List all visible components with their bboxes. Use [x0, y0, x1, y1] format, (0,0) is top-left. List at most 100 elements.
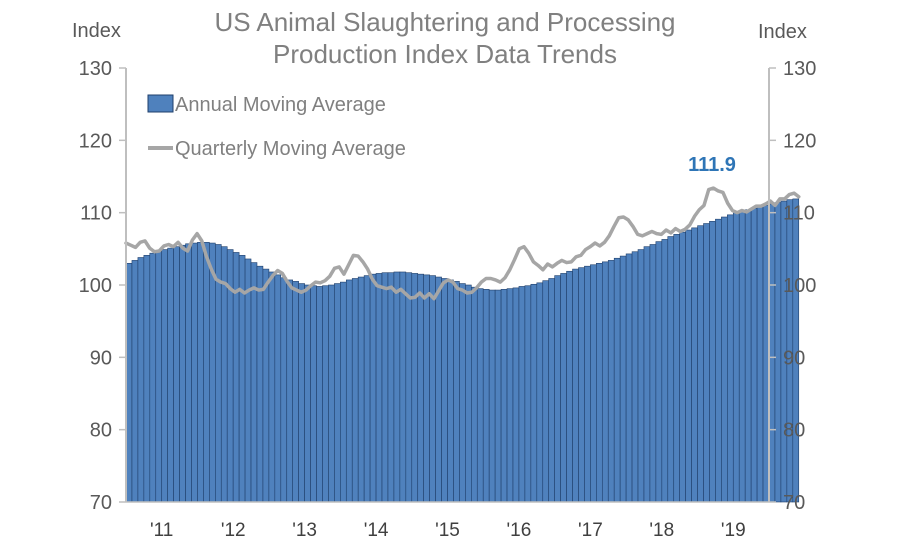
x-tick-label: '11: [150, 520, 173, 541]
bar-annual-moving-average: [548, 278, 555, 503]
x-tick-label: '14: [364, 520, 389, 541]
x-tick-label: '19: [721, 520, 746, 541]
bar-annual-moving-average: [482, 289, 490, 503]
bar-annual-moving-average: [691, 227, 698, 503]
x-tick-label: '13: [292, 520, 317, 541]
right-y-tick-label: 110: [783, 203, 815, 225]
x-tick-label: '17: [578, 520, 603, 541]
bar-annual-moving-average: [465, 284, 472, 503]
bar-annual-moving-average: [679, 231, 686, 503]
bar-annual-moving-average: [256, 265, 264, 503]
bar-annual-moving-average: [554, 275, 561, 503]
bar-annual-moving-average: [715, 218, 722, 503]
chart-title-line-2: Production Index Data Trends: [273, 39, 617, 69]
bar-annual-moving-average: [298, 283, 305, 503]
bar-annual-moving-average: [566, 270, 573, 503]
bar-annual-moving-average: [375, 273, 383, 503]
bar-annual-moving-average: [643, 246, 651, 503]
bar-annual-moving-average: [774, 202, 782, 503]
left-y-tick-label: 130: [79, 58, 112, 80]
bar-annual-moving-average: [417, 273, 424, 503]
right-y-tick-label: 120: [783, 130, 816, 152]
left-y-tick-label: 100: [79, 275, 112, 297]
bar-annual-moving-average: [703, 223, 710, 503]
bar-annual-moving-average: [441, 278, 448, 503]
bar-annual-moving-average: [369, 273, 377, 503]
latest-value-label: 111.9: [688, 154, 736, 176]
bar-annual-moving-average: [363, 275, 371, 503]
x-tick-label: '16: [507, 520, 532, 541]
bar-annual-moving-average: [661, 239, 669, 503]
bar-annual-moving-average: [744, 209, 752, 503]
legend-label-quarterly: Quarterly Moving Average: [175, 138, 406, 160]
bar-annual-moving-average: [411, 273, 419, 503]
bar-annual-moving-average: [506, 288, 514, 503]
right-y-tick-label: 80: [783, 420, 805, 442]
line-quarterly-moving-average: [124, 186, 801, 301]
bar-annual-moving-average: [334, 283, 341, 503]
bar-annual-moving-average: [173, 246, 180, 503]
right-axis-title: Index: [758, 21, 807, 43]
bar-annual-moving-average: [328, 284, 335, 503]
left-y-tick-label: 70: [90, 492, 112, 514]
bar-annual-moving-average: [572, 268, 579, 503]
bar-annual-moving-average: [631, 251, 639, 503]
right-y-tick-label: 70: [783, 492, 805, 514]
bar-annual-moving-average: [197, 242, 204, 503]
bar-annual-moving-average: [750, 208, 758, 503]
bar-annual-moving-average: [727, 214, 734, 503]
bar-annual-moving-average: [340, 281, 347, 503]
left-y-tick-label: 110: [80, 203, 112, 225]
bar-annual-moving-average: [191, 242, 198, 503]
bar-annual-moving-average: [494, 289, 502, 503]
x-tick-label: '12: [221, 520, 246, 541]
bar-annual-moving-average: [161, 249, 168, 503]
legend: Annual Moving Average Quarterly Moving A…: [147, 94, 406, 160]
bar-annual-moving-average: [351, 278, 359, 503]
bar-annual-moving-average: [471, 286, 478, 503]
bar-annual-moving-average: [625, 253, 633, 503]
bar-annual-moving-average: [143, 255, 151, 503]
bar-annual-moving-average: [435, 276, 442, 503]
bar-annual-moving-average: [578, 267, 585, 503]
bar-annual-moving-average: [792, 198, 800, 503]
bar-annual-moving-average: [393, 271, 401, 503]
bar-annual-moving-average: [530, 283, 538, 503]
bar-annual-moving-average: [453, 281, 460, 503]
bar-annual-moving-average: [488, 289, 496, 503]
left-y-tick-label: 120: [79, 130, 112, 152]
legend-label-annual: Annual Moving Average: [175, 94, 386, 116]
bar-annual-moving-average: [357, 276, 365, 503]
tick-labels: 70 70 80 80 90 90 100 100 110 110 120 120 130 130 '11 '…: [79, 58, 817, 541]
bar-annual-moving-average: [167, 247, 174, 503]
bar-annual-moving-average: [655, 241, 663, 503]
bar-annual-moving-average: [500, 289, 508, 503]
bar-annual-moving-average: [387, 272, 395, 503]
bar-annual-moving-average: [613, 257, 621, 503]
bar-annual-moving-average: [429, 275, 436, 503]
bar-annual-moving-average: [381, 272, 389, 503]
bar-annual-moving-average: [512, 287, 520, 503]
bar-annual-moving-average: [667, 236, 675, 503]
bar-annual-moving-average: [399, 271, 407, 503]
bar-annual-moving-average: [203, 242, 210, 503]
bar-annual-moving-average: [542, 280, 550, 503]
bar-annual-moving-average: [137, 257, 145, 503]
legend-swatch-annual: [147, 94, 174, 113]
bar-annual-moving-average: [286, 279, 293, 503]
left-y-tick-label: 80: [90, 420, 112, 442]
bar-annual-moving-average: [709, 221, 716, 503]
bar-annual-moving-average: [685, 229, 692, 503]
bar-annual-moving-average: [649, 244, 657, 503]
bar-annual-moving-average: [619, 255, 627, 503]
bar-annual-moving-average: [601, 261, 609, 503]
line-series: [124, 186, 801, 301]
bar-annual-moving-average: [447, 279, 454, 503]
bar-annual-moving-average: [459, 283, 466, 503]
bar-annual-moving-average: [274, 274, 282, 503]
bar-annual-moving-average: [292, 281, 299, 503]
bar-annual-moving-average: [322, 285, 329, 503]
right-y-tick-label: 100: [783, 275, 816, 297]
bar-annual-moving-average: [209, 242, 216, 503]
